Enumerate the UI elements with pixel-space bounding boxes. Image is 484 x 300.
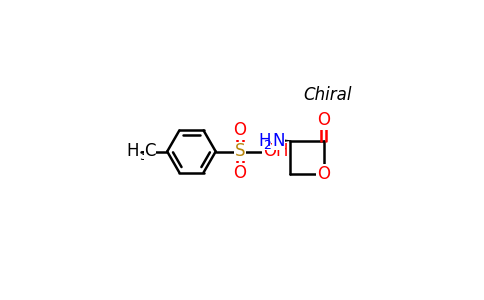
Text: 2: 2 <box>263 139 271 152</box>
Text: O: O <box>233 121 246 139</box>
Text: H: H <box>127 142 139 160</box>
Text: N: N <box>272 132 285 150</box>
Text: C: C <box>144 142 155 160</box>
Text: OH: OH <box>263 142 288 160</box>
Text: Chiral: Chiral <box>303 86 352 104</box>
Polygon shape <box>274 139 290 143</box>
Text: O: O <box>233 164 246 182</box>
Text: H: H <box>258 132 271 150</box>
Text: 3: 3 <box>139 150 147 163</box>
Text: O: O <box>317 111 330 129</box>
Text: S: S <box>235 142 245 160</box>
Text: O: O <box>317 165 330 183</box>
